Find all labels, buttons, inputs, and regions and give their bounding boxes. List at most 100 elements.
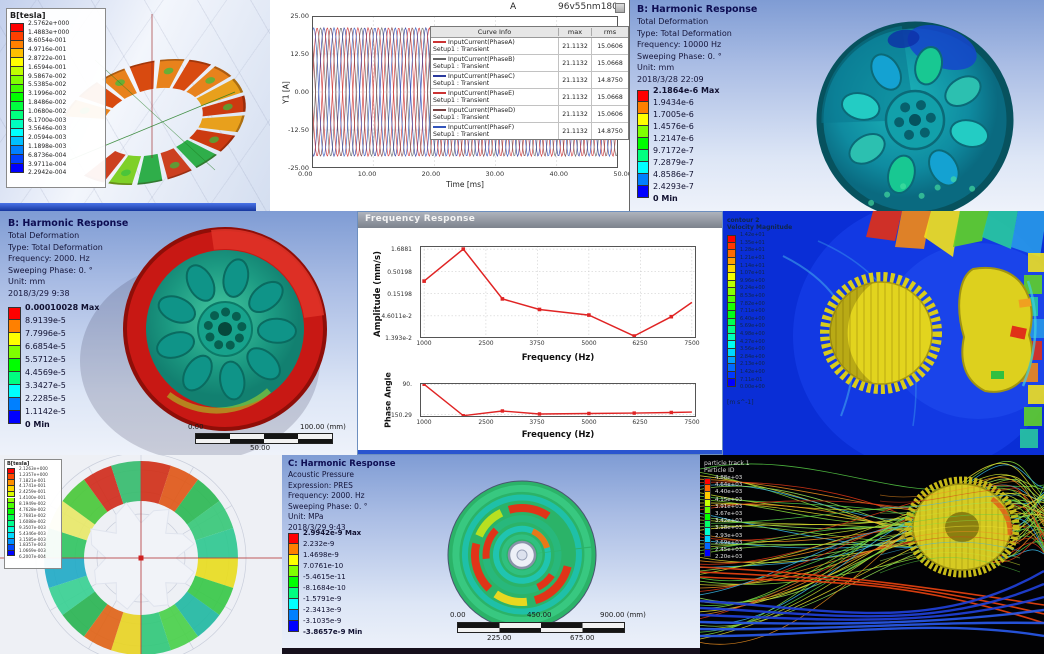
legend-color-cell [10, 58, 24, 67]
legend-color-cell [10, 146, 24, 155]
x-tick-labels: 0.00 10.00 20.00 30.00 40.00 50.00 [298, 170, 629, 178]
legend-value: 8.6054e-001 [28, 37, 67, 45]
legend-color-cell [637, 174, 649, 186]
legend-value: 2.93e+03 [715, 532, 743, 539]
legend-value: 3.1996e-002 [28, 90, 67, 98]
legend-color-cell [7, 538, 15, 545]
legend-color-cell [7, 550, 15, 557]
legend-value: 6.1700e-003 [28, 116, 67, 124]
flux-legend-values: 2.1263e+000 1.2357e+000 7.1821e-001 4.1741e… [7, 466, 79, 565]
legend-color-cell [727, 333, 736, 342]
flux-legend: B[tesla] 2.5762e+000 1.4883e+000 8.6054e-0… [6, 8, 106, 188]
legend-color-cell [288, 599, 299, 610]
legend-value: 1.42e+01 [740, 232, 765, 239]
phase-x-axis-label: Frequency (Hz) [521, 430, 595, 440]
curve-rms: 14.8750 [591, 123, 628, 139]
legend-color-cell [10, 93, 24, 103]
legend-value: 7.7996e-5 [25, 328, 66, 338]
legend-color-cell [727, 242, 736, 251]
curve-table-row: InputCurrent(PhaseE) Setup1 : Transient 21… [431, 89, 628, 106]
tick-label: 6250 [632, 340, 648, 347]
flux-legend-title: B[tesla] [10, 11, 46, 20]
curve-name: InputCurrent(PhaseB) Setup1 : Transient [433, 56, 515, 70]
tick-label: -150.29 [388, 412, 412, 419]
legend-value: 1.8486e-002 [28, 98, 67, 106]
window-bottom-chrome [282, 648, 700, 654]
curve-max: 21.1132 [558, 89, 591, 105]
scale-675: 675.00 [570, 634, 595, 642]
legend-color-cell [704, 499, 711, 507]
window-titlebar[interactable] [0, 203, 256, 211]
legend-value: 3.91e+03 [715, 503, 743, 510]
tick-label: -12.50 [288, 126, 309, 134]
y-tick-labels: 25.00 12.50 0.00 -12.50 -25.00 [276, 12, 309, 172]
col-curve-info: Curve Info [477, 28, 512, 36]
legend-color-cell [727, 250, 736, 258]
legend-value: 4.9716e-001 [28, 46, 67, 54]
tick-label: 50.00 [613, 170, 629, 178]
legend-value: 7.0761e-10 [303, 562, 344, 571]
curve-table-row: InputCurrent(PhaseB) Setup1 : Transient 21… [431, 55, 628, 72]
panel-transient-currents: A 96v55nm180 Y1 [A] 25.00 12.50 0.00 -12.50… [270, 0, 630, 211]
legend-value: 3.18e+03 [715, 525, 743, 532]
tick-label: 90. [402, 381, 412, 388]
header-line: Sweeping Phase: 0. ° [637, 51, 722, 61]
curve-name: InputCurrent(PhaseC) Setup1 : Transient [433, 73, 515, 87]
legend-color-cell [7, 503, 15, 510]
legend-value: 0.00010028 Max [25, 302, 100, 312]
legend-color-cell [7, 473, 15, 480]
acoustic-legend: 2.9942e-9 Max 2.232e-9 1.4698e-9 7.0761e-10… [288, 529, 363, 643]
legend-value: 4.8586e-7 [653, 169, 694, 179]
legend-value: 7.11e+00 [740, 308, 765, 315]
particle-legend-title: particle track 1 [704, 460, 750, 467]
tick-label: -25.00 [288, 164, 309, 172]
legend-value: 1.35e+01 [740, 239, 765, 246]
legend-value: 1.42e+00 [740, 369, 765, 375]
legend-color-cell [7, 468, 15, 474]
legend-value: -3.1035e-9 [303, 617, 342, 626]
legend-value: 2.9942e-9 Max [303, 529, 362, 538]
legend-value: 9.24e+00 [740, 285, 765, 292]
curve-name: InputCurrent(PhaseA) Setup1 : Transient [433, 39, 515, 53]
curve-rms: 15.0668 [591, 55, 628, 71]
legend-value: 1.1898e-003 [28, 142, 67, 150]
legend-value: -1.5791e-9 [303, 595, 342, 604]
window-icon[interactable] [615, 3, 625, 13]
legend-value: 7.11e-01 [740, 376, 763, 383]
legend-color-cell [8, 372, 21, 385]
legend-color-cell [704, 478, 711, 486]
legend-value: 5.5712e-5 [25, 354, 66, 364]
legend-color-cell [704, 514, 711, 522]
legend-value: 2.45e+03 [715, 547, 743, 553]
legend-value: 6.8736e-004 [28, 151, 67, 159]
legend-value: 3.42e+03 [715, 518, 743, 525]
scale-mid: 50.00 [250, 444, 271, 452]
legend-color-cell [10, 75, 24, 85]
legend-color-cell [727, 265, 736, 273]
curve-info-table: Curve Info max rms InputCurrent(PhaseA) S… [430, 26, 629, 140]
result-title: C: Harmonic Response [288, 459, 396, 469]
legend-color-cell [727, 273, 736, 281]
legend-color-cell [727, 303, 736, 311]
tick-label: 0.00 [298, 170, 313, 178]
acoustic-disc-graphic [447, 480, 597, 630]
legend-color-cell [727, 311, 736, 319]
legend-value: 5.69e+00 [740, 323, 765, 330]
tick-label: 30.00 [485, 170, 505, 178]
legend-value: 2.2285e-5 [25, 393, 66, 403]
legend-color-cell [637, 126, 649, 138]
tick-label: 5000 [581, 340, 597, 347]
legend-color-cell [10, 23, 24, 32]
legend-value: 4.15e+03 [715, 496, 743, 503]
amp-y-ticks: 1.6881 0.50198 0.15198 4.6011e-2 1.393e-2 [358, 246, 416, 342]
legend-color-cell [704, 506, 711, 514]
legend-value: -3.8657e-9 Min [303, 628, 363, 637]
legend-color-cell [10, 49, 24, 59]
legend-color-cell [10, 40, 24, 50]
legend-color-cell [727, 318, 736, 327]
window-title-bar[interactable]: Frequency Response [358, 212, 722, 228]
flux-legend-small: B[tesla] 2.1263e+000 1.2357e+000 7.1821e-0… [4, 459, 62, 569]
deformation-legend: 0.00010028 Max 8.9139e-5 7.7996e-5 6.6854e-… [8, 303, 99, 436]
legend-color-cell [10, 84, 24, 94]
legend-value: 2.0594e-003 [28, 134, 67, 142]
